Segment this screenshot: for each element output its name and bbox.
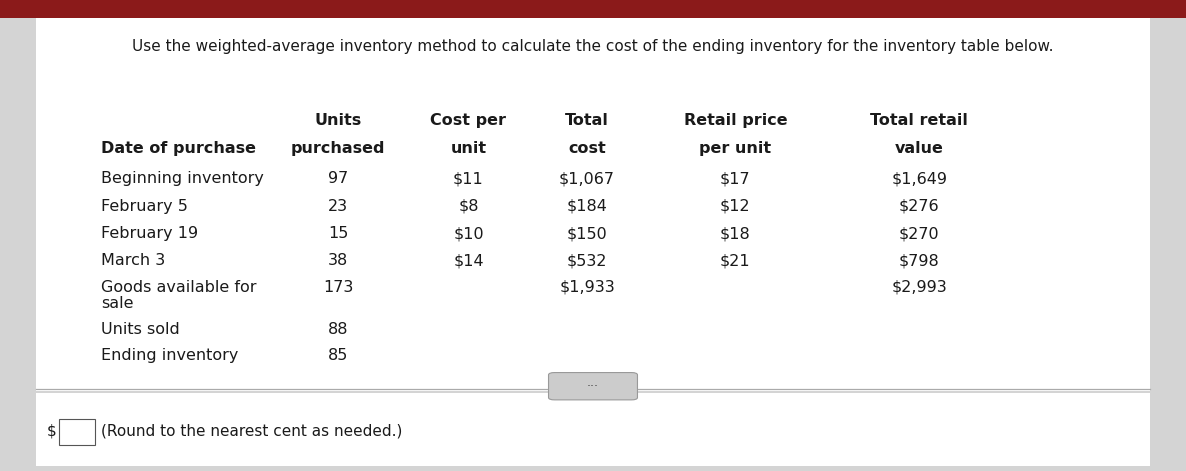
Text: unit: unit [451, 141, 486, 156]
Text: $270: $270 [899, 226, 939, 241]
Text: 23: 23 [329, 199, 347, 214]
Text: Use the weighted-average inventory method to calculate the cost of the ending in: Use the weighted-average inventory metho… [133, 39, 1053, 54]
Text: value: value [894, 141, 944, 156]
FancyBboxPatch shape [548, 373, 638, 400]
Text: Cost per: Cost per [431, 113, 506, 128]
Text: 97: 97 [327, 171, 349, 187]
Text: Date of purchase: Date of purchase [101, 141, 256, 156]
Text: $276: $276 [899, 199, 939, 214]
Text: 15: 15 [327, 226, 349, 241]
Text: $2,993: $2,993 [891, 280, 948, 295]
Text: sale: sale [101, 296, 133, 311]
Text: February 19: February 19 [101, 226, 198, 241]
Text: 173: 173 [323, 280, 353, 295]
Text: $798: $798 [899, 253, 939, 268]
Text: $21: $21 [720, 253, 751, 268]
Text: $17: $17 [720, 171, 751, 187]
Text: $1,067: $1,067 [559, 171, 616, 187]
Text: $1,649: $1,649 [891, 171, 948, 187]
Text: Beginning inventory: Beginning inventory [101, 171, 263, 187]
FancyBboxPatch shape [0, 0, 1186, 18]
Text: Units sold: Units sold [101, 322, 179, 337]
Text: per unit: per unit [700, 141, 771, 156]
Text: Ending inventory: Ending inventory [101, 348, 238, 363]
Text: $: $ [47, 423, 57, 439]
Text: 88: 88 [327, 322, 349, 337]
Text: $1,933: $1,933 [559, 280, 616, 295]
Text: $532: $532 [567, 253, 607, 268]
Text: $184: $184 [567, 199, 607, 214]
Text: February 5: February 5 [101, 199, 187, 214]
Text: 38: 38 [327, 253, 349, 268]
Text: $12: $12 [720, 199, 751, 214]
Text: $18: $18 [720, 226, 751, 241]
FancyBboxPatch shape [59, 419, 95, 445]
Text: 85: 85 [327, 348, 349, 363]
Text: Units: Units [314, 113, 362, 128]
Text: Total retail: Total retail [871, 113, 968, 128]
Text: cost: cost [568, 141, 606, 156]
Text: Goods available for: Goods available for [101, 280, 256, 295]
FancyBboxPatch shape [36, 18, 1150, 391]
Text: $11: $11 [453, 171, 484, 187]
Text: $14: $14 [453, 253, 484, 268]
Text: purchased: purchased [291, 141, 385, 156]
Text: $8: $8 [458, 199, 479, 214]
Text: Retail price: Retail price [683, 113, 788, 128]
Text: ···: ··· [587, 380, 599, 393]
Text: $10: $10 [453, 226, 484, 241]
Text: $150: $150 [567, 226, 607, 241]
Text: (Round to the nearest cent as needed.): (Round to the nearest cent as needed.) [101, 423, 402, 439]
FancyBboxPatch shape [36, 393, 1150, 466]
Text: Total: Total [566, 113, 608, 128]
Text: March 3: March 3 [101, 253, 165, 268]
